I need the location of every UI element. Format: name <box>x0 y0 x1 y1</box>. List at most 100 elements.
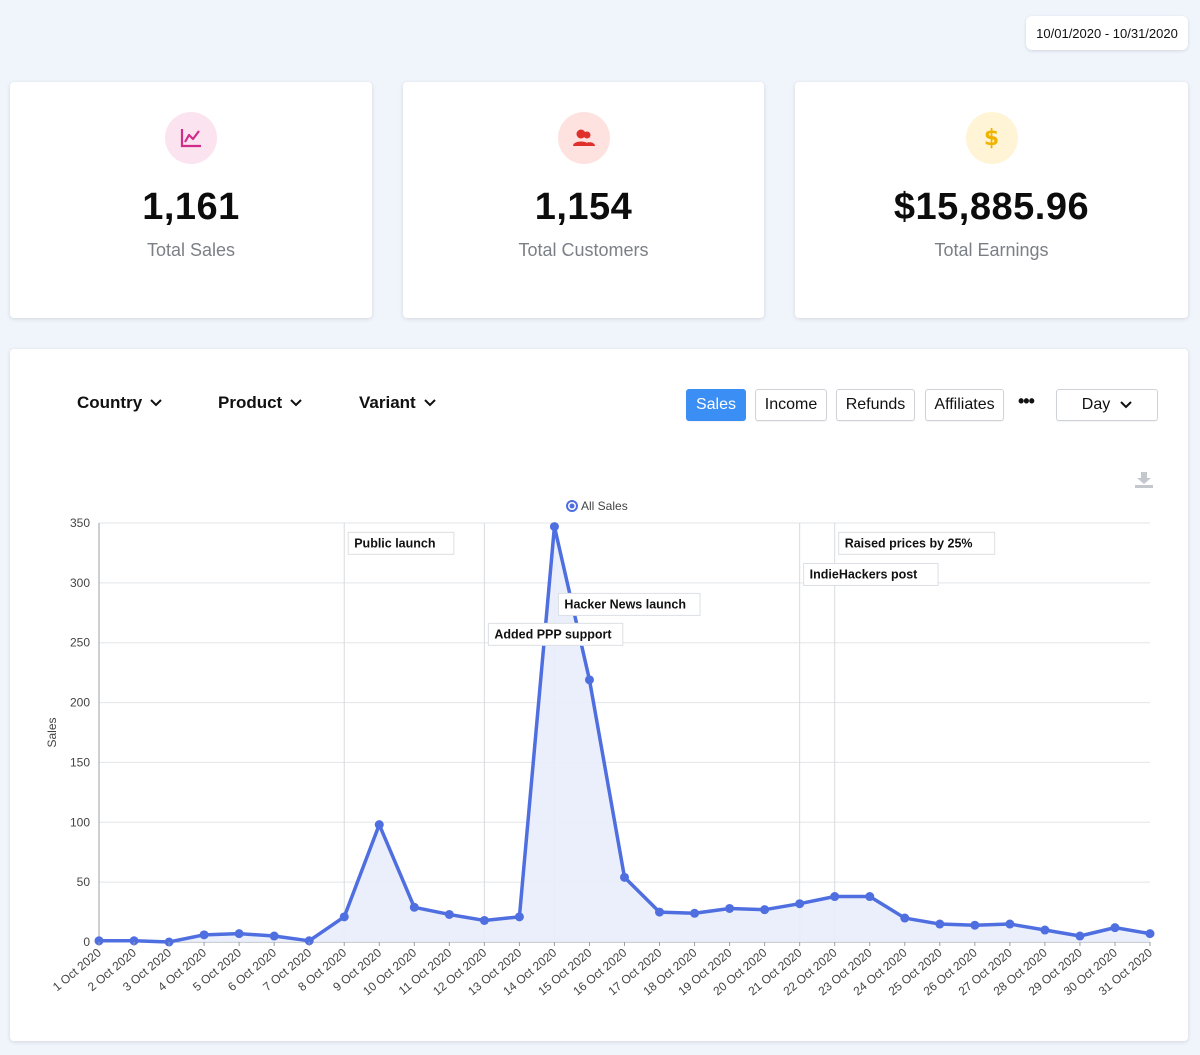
variant-filter-label: Variant <box>359 393 416 412</box>
tab-income[interactable]: Income <box>755 389 827 421</box>
data-point <box>900 913 910 923</box>
x-tick-label: 14 Oct 2020 <box>500 945 559 998</box>
x-tick-label: 2 Oct 2020 <box>85 945 139 994</box>
data-point <box>339 912 349 922</box>
dollar-icon: $ <box>965 112 1018 164</box>
data-point <box>304 936 314 946</box>
data-point <box>725 903 735 913</box>
x-tick-label: 12 Oct 2020 <box>430 945 489 998</box>
x-tick-label: 23 Oct 2020 <box>816 945 875 998</box>
x-tick-label: 19 Oct 2020 <box>675 945 734 998</box>
x-tick-label: 28 Oct 2020 <box>991 945 1050 998</box>
annotation-box <box>803 562 939 586</box>
product-filter[interactable]: Product <box>218 393 302 413</box>
x-tick-label: 21 Oct 2020 <box>746 945 805 998</box>
total-earnings-label: Total Earnings <box>934 240 1049 260</box>
tab-affiliates[interactable]: Affiliates <box>925 389 1004 421</box>
data-point <box>1005 919 1015 929</box>
data-point <box>409 902 419 912</box>
data-point <box>690 908 700 918</box>
total-customers-value: 1,154 <box>534 186 633 228</box>
y-axis-label: Sales <box>45 717 59 747</box>
series-area <box>99 526 1150 942</box>
sales-line-chart: 0 50 100 150 200 250 300 350 Sales Public launch A… <box>45 499 1155 998</box>
download-icon[interactable] <box>1134 471 1154 489</box>
annotation-box <box>487 622 624 646</box>
data-point <box>129 936 139 946</box>
data-point <box>374 820 384 830</box>
annotation-box <box>347 531 455 555</box>
annotation-box <box>557 592 701 616</box>
granularity-label: Day <box>1081 396 1111 413</box>
legend-marker <box>566 500 578 512</box>
annotation-label: Raised prices by 25% <box>845 536 973 550</box>
granularity-dropdown[interactable]: Day <box>1056 389 1158 421</box>
x-tick-label: 31 Oct 2020 <box>1096 945 1155 998</box>
chevron-down-icon <box>150 399 162 407</box>
annotation-box <box>838 531 996 555</box>
chevron-down-icon <box>1120 401 1132 409</box>
variant-filter[interactable]: Variant <box>359 393 436 413</box>
x-tick-label: 9 Oct 2020 <box>330 945 384 994</box>
tab-refunds[interactable]: Refunds <box>836 389 915 421</box>
country-filter[interactable]: Country <box>77 393 162 413</box>
x-tick-label: 13 Oct 2020 <box>465 945 524 998</box>
data-point <box>1110 923 1120 933</box>
data-point <box>970 920 980 930</box>
data-point <box>1145 929 1155 939</box>
y-tick-label: 200 <box>70 696 90 710</box>
legend-label: All Sales <box>581 499 628 513</box>
x-tick-label: 27 Oct 2020 <box>956 945 1015 998</box>
annotation-label: IndieHackers post <box>810 567 919 581</box>
x-tick-label: 18 Oct 2020 <box>640 945 699 998</box>
x-tick-label: 7 Oct 2020 <box>260 945 314 994</box>
x-tick-label: 11 Oct 2020 <box>396 945 455 997</box>
x-tick-label: 30 Oct 2020 <box>1061 945 1120 998</box>
x-tick-label: 4 Oct 2020 <box>155 945 209 994</box>
y-tick-label: 350 <box>70 516 90 530</box>
data-point <box>514 912 524 922</box>
tab-sales[interactable]: Sales <box>686 389 746 421</box>
users-icon <box>557 112 610 164</box>
chevron-down-icon <box>290 399 302 407</box>
total-earnings-value: $15,885.96 <box>893 186 1090 228</box>
data-point <box>269 931 279 941</box>
series-line <box>99 524 1151 944</box>
y-tick-label: 50 <box>77 875 91 889</box>
data-point <box>1075 931 1085 941</box>
total-sales-card: 1,161 Total Sales <box>10 82 372 318</box>
date-range-picker[interactable]: 10/01/2020 - 10/31/2020 <box>1026 16 1188 50</box>
legend-marker-dot <box>569 503 575 509</box>
annotation-label: Public launch <box>354 536 435 550</box>
data-point <box>164 937 174 947</box>
y-tick-label: 0 <box>83 935 90 949</box>
x-tick-label: 29 Oct 2020 <box>1026 945 1085 998</box>
x-tick-label: 10 Oct 2020 <box>360 945 419 998</box>
data-point <box>584 675 594 685</box>
x-tick-label: 17 Oct 2020 <box>605 945 664 998</box>
chevron-down-icon <box>423 399 436 407</box>
total-customers-card: 1,154 Total Customers <box>403 82 764 318</box>
data-point <box>655 907 665 917</box>
x-tick-label: 22 Oct 2020 <box>781 945 840 998</box>
data-point <box>760 905 770 915</box>
data-point <box>94 936 104 946</box>
total-earnings-card: $ $15,885.96 Total Earnings <box>795 82 1188 318</box>
x-tick-label: 3 Oct 2020 <box>120 945 174 994</box>
data-point <box>935 919 945 929</box>
x-tick-label: 1 Oct 2020 <box>50 945 104 994</box>
data-point <box>865 892 875 902</box>
x-tick-label: 8 Oct 2020 <box>295 945 349 994</box>
product-filter-label: Product <box>218 393 283 412</box>
sales-chart-card: Country Product Variant Sales Income Ref… <box>10 349 1188 1041</box>
more-options-button[interactable]: ••• <box>1018 391 1035 411</box>
data-point <box>479 915 489 925</box>
y-tick-label: 250 <box>70 636 90 650</box>
line-chart-icon <box>165 112 217 164</box>
y-tick-label: 150 <box>70 755 90 769</box>
data-point <box>444 909 454 919</box>
country-filter-label: Country <box>77 393 143 412</box>
total-sales-value: 1,161 <box>142 186 240 228</box>
annotation-label: Hacker News launch <box>564 597 686 611</box>
total-sales-label: Total Sales <box>146 240 236 260</box>
